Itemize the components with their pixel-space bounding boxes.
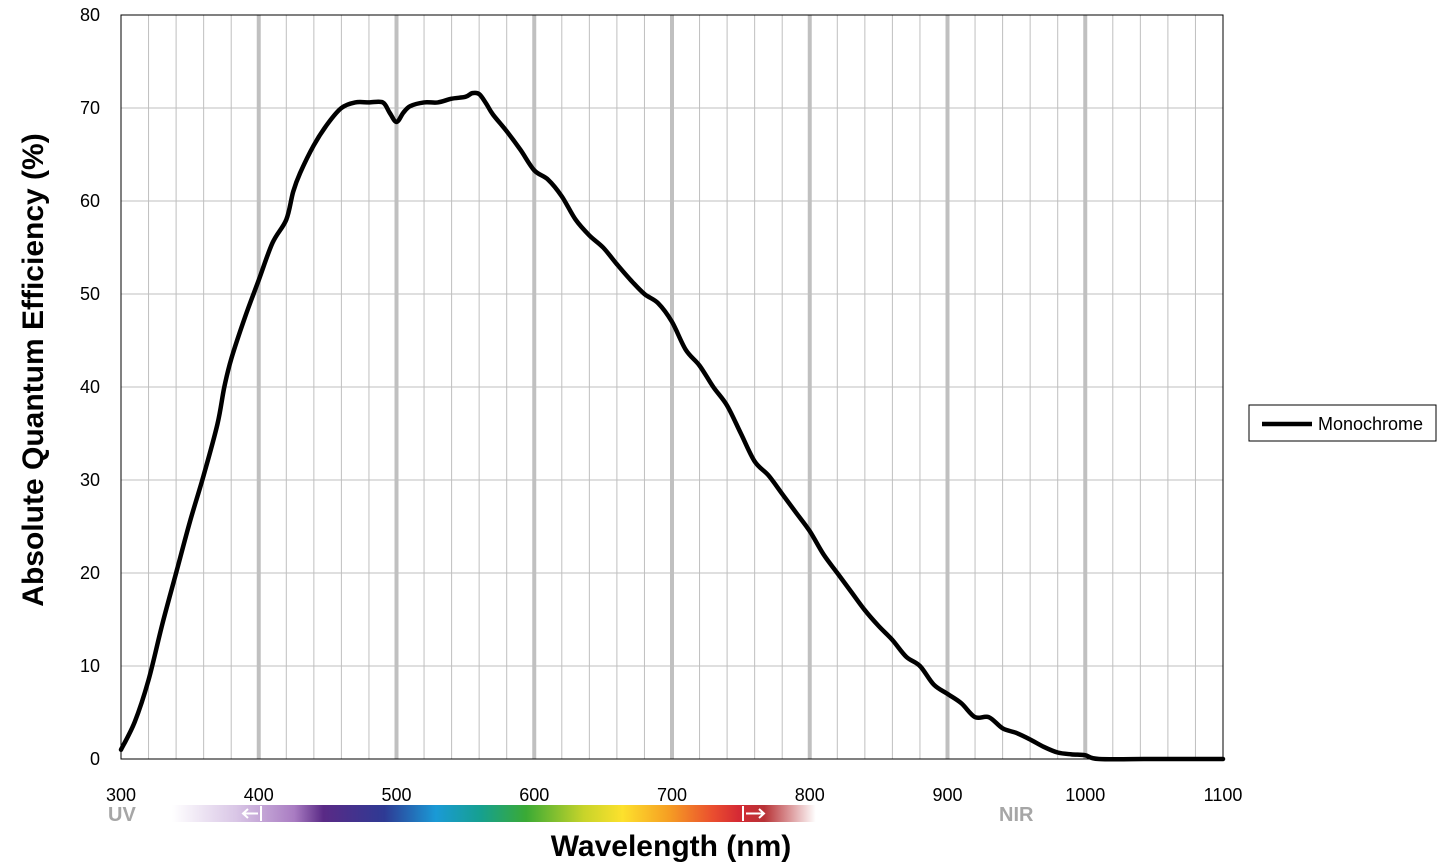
visible-spectrum-bar <box>171 805 816 822</box>
x-axis-title: Wavelength (nm) <box>551 830 792 863</box>
y-tick-label: 40 <box>80 377 100 397</box>
uv-label: UV <box>108 804 136 826</box>
y-tick-label: 70 <box>80 98 100 118</box>
series-line-monochrome <box>118 90 1226 762</box>
x-tick-label: 900 <box>932 785 962 805</box>
legend-label: Monochrome <box>1318 414 1423 434</box>
x-tick-label: 1000 <box>1065 785 1105 805</box>
x-tick-label: 600 <box>519 785 549 805</box>
y-tick-label: 20 <box>80 563 100 583</box>
uv-arrow-icon <box>241 806 262 821</box>
y-tick-label: 30 <box>80 470 100 490</box>
nir-label: NIR <box>999 804 1034 826</box>
y-tick-label: 0 <box>90 749 100 769</box>
x-tick-labels: 300 400 500 600 700 800 900 1000 1100 <box>106 785 1242 805</box>
nir-arrow-icon <box>742 806 766 821</box>
y-tick-label: 50 <box>80 284 100 304</box>
x-tick-label: 1100 <box>1204 785 1243 805</box>
y-tick-labels: 0 10 20 30 40 50 60 70 80 <box>80 5 100 769</box>
x-tick-label: 300 <box>106 785 136 805</box>
x-tick-label: 800 <box>795 785 825 805</box>
legend: Monochrome <box>1248 404 1437 442</box>
x-tick-label: 500 <box>381 785 411 805</box>
y-axis-title: Absolute Quantum Efficiency (%) <box>17 133 50 606</box>
plot-frame <box>120 14 1224 760</box>
x-tick-label: 700 <box>657 785 687 805</box>
grid <box>121 15 1223 759</box>
y-tick-label: 60 <box>80 191 100 211</box>
y-tick-label: 10 <box>80 656 100 676</box>
x-tick-label: 400 <box>244 785 274 805</box>
y-tick-label: 80 <box>80 5 100 25</box>
